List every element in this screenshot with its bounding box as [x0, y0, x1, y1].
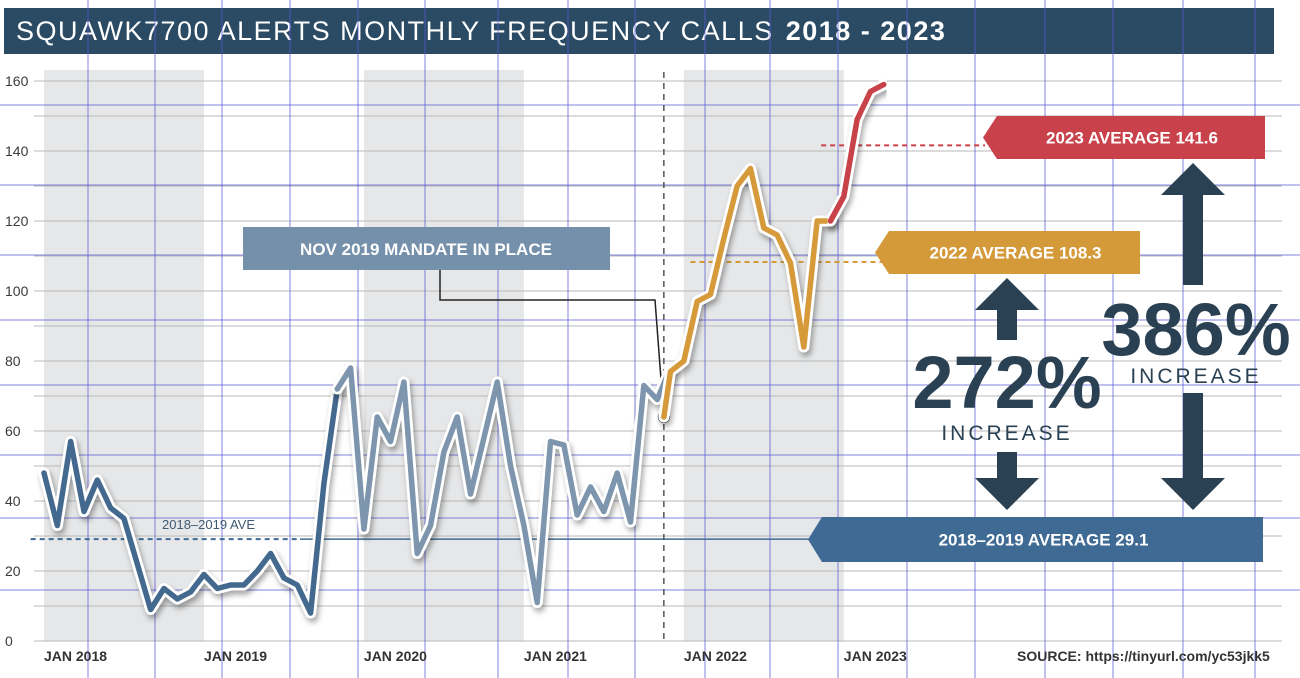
banner-2022-average-shape: [875, 231, 1140, 274]
arrow-386-up: [1161, 163, 1225, 285]
chart-title-bar: SQUAWK7700 ALERTS MONTHLY FREQUENCY CALL…: [4, 8, 1274, 54]
shaded-periods: [44, 70, 844, 641]
y-tick-0: 0: [5, 633, 13, 649]
series-line-2022: [661, 165, 834, 420]
y-tick-20: 20: [5, 563, 21, 579]
y-axis-ticks: 0 20 40 60 80 100 120 140 160: [5, 73, 29, 649]
banner-2023-average-shape: [983, 116, 1265, 159]
x-tick-2: JAN 2020: [364, 648, 427, 664]
shaded-period-0: [44, 70, 204, 641]
x-tick-3: JAN 2021: [524, 648, 587, 664]
mandate-connector: [439, 270, 665, 418]
series-line-2023: [827, 81, 887, 224]
increase-272-label: INCREASE: [941, 422, 1072, 445]
y-tick-140: 140: [5, 143, 29, 159]
y-tick-100: 100: [5, 283, 29, 299]
arrow-272-up: [975, 278, 1039, 340]
horizontal-gridlines: [0, 80, 1300, 642]
series-lines: [38, 79, 890, 619]
increase-386-label: INCREASE: [1130, 365, 1261, 388]
series-line-early: [41, 386, 341, 616]
shaded-period-1: [363, 70, 524, 641]
banner-2018-2019-average-label: 2018–2019 AVERAGE 29.1: [939, 531, 1149, 550]
series-line-mid: [334, 365, 674, 606]
x-tick-1: JAN 2019: [204, 648, 267, 664]
x-tick-0: JAN 2018: [44, 648, 107, 664]
x-axis-ticks: JAN 2018 JAN 2019 JAN 2020 JAN 2021 JAN 2022…: [44, 648, 907, 664]
y-tick-40: 40: [5, 493, 21, 509]
x-tick-5: JAN 2023: [844, 648, 907, 664]
y-tick-60: 60: [5, 423, 21, 439]
increase-272-percent: 272%: [912, 341, 1101, 424]
mandate-annotation: NOV 2019 MANDATE IN PLACE: [243, 72, 670, 641]
chart-title-years: 2018 - 2023: [785, 16, 947, 46]
vertical-gridlines: [87, 0, 1256, 678]
banner-2022-average-label: 2022 AVERAGE 108.3: [930, 244, 1102, 263]
mandate-label: NOV 2019 MANDATE IN PLACE: [300, 240, 552, 259]
arrow-386-down: [1161, 393, 1225, 510]
banner-2023-average-label: 2023 AVERAGE 141.6: [1046, 129, 1218, 148]
baseline-small-label: 2018–2019 AVE: [162, 517, 255, 532]
mandate-label-box: [243, 227, 610, 270]
banner-2018-2019-average-shape: [808, 517, 1263, 562]
source-label: SOURCE: https://tinyurl.com/yc53jkk5: [1017, 648, 1270, 664]
chart-title: SQUAWK7700 ALERTS MONTHLY FREQUENCY CALL…: [16, 16, 774, 46]
arrow-272-down: [975, 452, 1039, 510]
x-tick-4: JAN 2022: [684, 648, 747, 664]
y-tick-160: 160: [5, 73, 29, 89]
average-banners: 2023 AVERAGE 141.6 2022 AVERAGE 108.3 2018…: [808, 116, 1265, 562]
y-tick-80: 80: [5, 353, 21, 369]
y-tick-120: 120: [5, 213, 29, 229]
increase-386-percent: 386%: [1101, 288, 1290, 371]
